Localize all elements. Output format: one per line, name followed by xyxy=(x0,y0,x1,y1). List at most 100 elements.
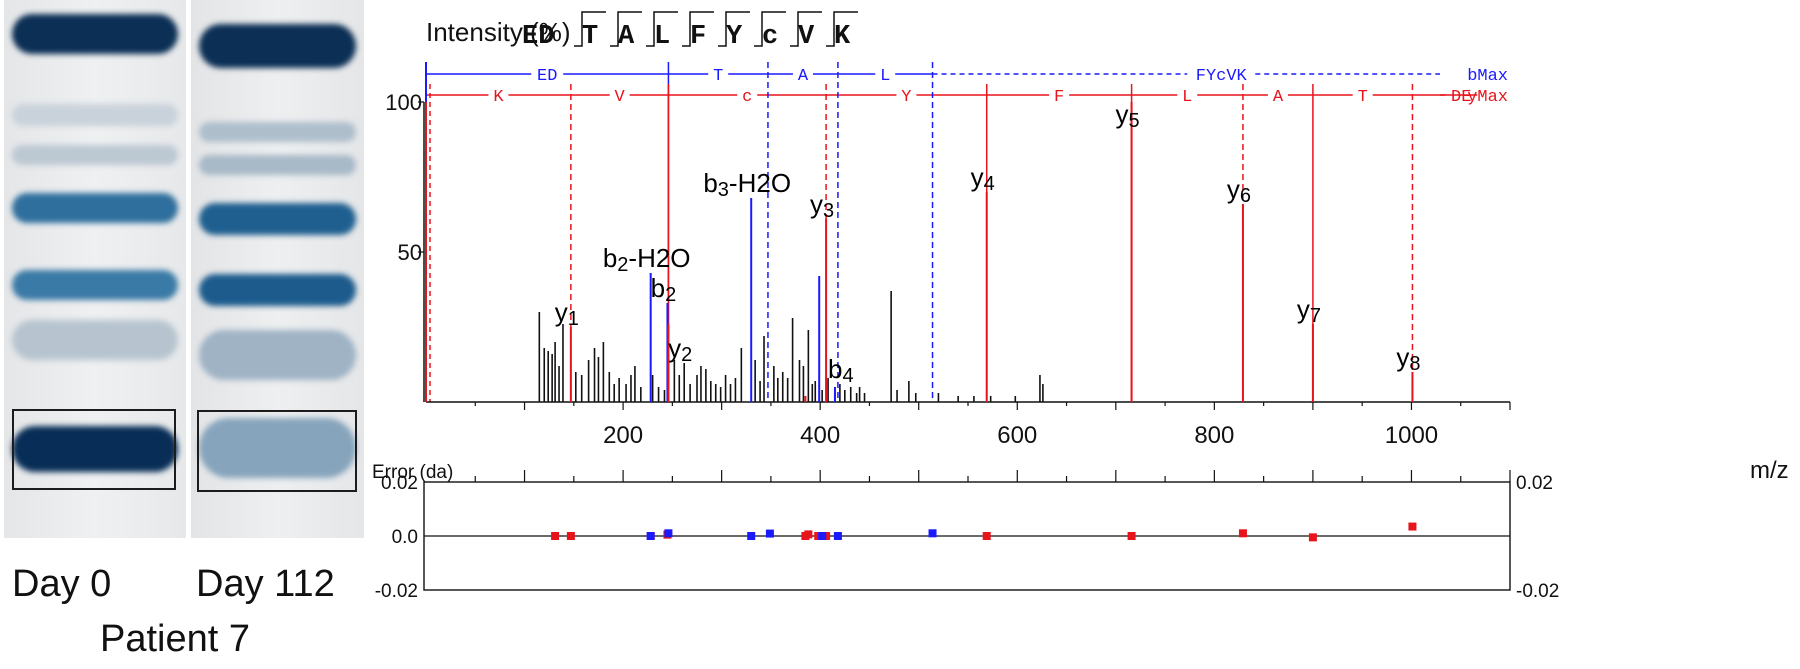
b-ladder-segment: T xyxy=(713,67,723,86)
error-y-tick-label: -0.02 xyxy=(375,581,418,602)
ion-label-number: 5 xyxy=(1129,110,1140,132)
ion-label: y7 xyxy=(1297,294,1321,327)
sequence-cleavage-marker xyxy=(754,11,786,47)
ion-label-number: 6 xyxy=(1240,185,1251,207)
gel-image-panel: Day 0 Day 112 Patient 7 xyxy=(0,0,370,669)
x-tick-label: 200 xyxy=(603,422,643,449)
y-tick-label: 100 xyxy=(385,90,422,115)
error-point-b-ion xyxy=(928,529,937,538)
ion-label-number: 2 xyxy=(665,284,676,306)
ion-label-type: b xyxy=(703,168,717,198)
sequence-cleavage-marker xyxy=(826,11,858,47)
error-y-tick-label: 0.0 xyxy=(392,527,418,548)
error-point-b-ion xyxy=(747,532,756,540)
ion-label: y3 xyxy=(810,189,834,222)
ion-label-number: 2 xyxy=(617,254,628,276)
x-tick-label: 800 xyxy=(1194,422,1234,449)
y-ladder-segment: Y xyxy=(901,88,911,107)
ion-label-type: y xyxy=(1396,342,1409,372)
y-tick-label: 50 xyxy=(398,240,422,265)
ion-label-number: 8 xyxy=(1409,353,1420,375)
ion-label: b2 xyxy=(651,273,677,306)
ion-label-type: y xyxy=(1227,174,1240,204)
sequence-cleavage-marker xyxy=(718,11,750,47)
ion-label-number: 4 xyxy=(984,173,995,195)
y-ladder-segment: V xyxy=(615,88,626,107)
sequence-residue: c xyxy=(762,22,778,52)
error-panel-title: Error (da) xyxy=(372,462,453,483)
gel-band xyxy=(12,104,178,126)
ion-label: b2-H2O xyxy=(603,243,691,276)
gel-band xyxy=(12,320,178,360)
b-ladder-segment: FYcVK xyxy=(1196,67,1248,86)
y-ladder-max-label: yMax xyxy=(1467,88,1508,107)
ion-label-type: b xyxy=(651,273,665,303)
error-point-b-ion xyxy=(664,529,673,538)
error-point-y-ion xyxy=(982,532,991,540)
y-ladder-segment: A xyxy=(1273,88,1284,107)
ion-label-type: y xyxy=(1297,294,1310,324)
error-point-b-ion xyxy=(765,529,774,538)
ion-label-number: 2 xyxy=(681,344,692,366)
sequence-cleavage-marker xyxy=(682,11,714,47)
y-ladder-segment: c xyxy=(742,88,752,107)
sequence-cleavage-marker xyxy=(610,11,642,47)
error-point-y-ion xyxy=(804,530,813,539)
ion-label-type: y xyxy=(668,333,681,363)
spectrum-axes: 200 400 600 800 1000 50 100 xyxy=(385,90,1511,449)
b-ladder-segment: ED xyxy=(537,67,557,86)
error-point-y-ion xyxy=(1308,533,1317,542)
error-point-y-ion xyxy=(566,532,575,540)
y-ladder-segment: DE xyxy=(1451,88,1471,107)
sequence-residue: F xyxy=(690,22,706,52)
sequence-cleavage-marker xyxy=(574,11,606,47)
ion-label: b3-H2O xyxy=(703,168,791,201)
ion-label-suffix: -H2O xyxy=(729,168,791,198)
gel-band xyxy=(199,155,356,175)
gel-band xyxy=(199,203,356,235)
ion-label: y5 xyxy=(1116,99,1140,132)
sequence-cleavage-marker xyxy=(790,11,822,47)
gel-band xyxy=(199,418,356,478)
ion-label-number: 3 xyxy=(718,179,729,201)
gel-band xyxy=(199,274,356,306)
gel-band xyxy=(12,193,178,223)
x-tick-label: 1000 xyxy=(1385,422,1438,449)
chart-title: Intensity (%) xyxy=(426,17,571,47)
error-point-b-ion xyxy=(818,532,827,540)
lane-label-day-112: Day 112 xyxy=(196,563,335,605)
error-point-y-ion xyxy=(551,532,560,540)
y-ladder-segment: L xyxy=(1182,88,1192,107)
patient-caption: Patient 7 xyxy=(100,618,250,660)
error-point-y-ion xyxy=(1238,529,1247,538)
sequence-residue: A xyxy=(618,22,635,52)
error-right-tick-label: -0.02 xyxy=(1516,581,1559,602)
gel-band xyxy=(12,426,178,472)
lane-label-day-0: Day 0 xyxy=(12,563,112,605)
y-ladder-segment: F xyxy=(1054,88,1064,107)
gel-band xyxy=(12,145,178,165)
gel-band xyxy=(12,14,178,54)
ion-label-suffix: -H2O xyxy=(628,243,690,273)
ion-label-type: y xyxy=(810,189,823,219)
ion-label: y8 xyxy=(1396,342,1420,375)
ion-label: y1 xyxy=(555,297,579,330)
y-ladder-segment: K xyxy=(493,88,504,107)
gel-highlight-box xyxy=(12,409,176,490)
b-ladder-segment: L xyxy=(880,67,890,86)
gel-band xyxy=(12,270,178,300)
ion-label-type: y xyxy=(971,162,984,192)
ion-label-number: 4 xyxy=(842,365,853,387)
ion-label-number: 1 xyxy=(568,308,579,330)
sequence-residue: K xyxy=(834,22,851,52)
ion-label: y4 xyxy=(971,162,995,195)
gel-band xyxy=(199,122,356,142)
gel-highlight-box xyxy=(197,410,357,492)
b-ladder-segment: A xyxy=(798,67,809,86)
ion-label: y2 xyxy=(668,333,692,366)
sequence-residue: V xyxy=(798,22,815,52)
spectrum-peaks xyxy=(425,102,1414,402)
